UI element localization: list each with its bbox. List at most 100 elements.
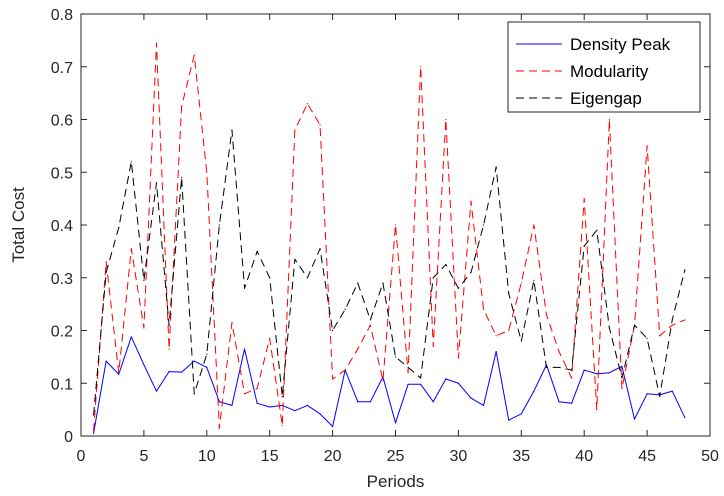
- data-point-modularity: [495, 335, 497, 337]
- data-point-eigengap: [92, 414, 95, 416]
- y-tick-label: 0.1: [51, 376, 73, 393]
- data-point-density-peak: [457, 382, 459, 384]
- data-point-eigengap: [495, 166, 497, 168]
- data-point-density-peak: [482, 404, 485, 407]
- data-point-modularity: [608, 118, 610, 121]
- legend: Density Peak Modularity Eigengap: [507, 21, 701, 113]
- data-point-density-peak: [332, 425, 334, 428]
- data-point-eigengap: [482, 224, 485, 226]
- data-point-density-peak: [646, 393, 648, 395]
- data-point-modularity: [545, 314, 548, 316]
- data-point-eigengap: [533, 279, 535, 281]
- data-point-eigengap: [281, 395, 283, 398]
- data-point-eigengap: [143, 279, 145, 281]
- data-point-modularity: [155, 42, 158, 44]
- data-point-eigengap: [319, 248, 321, 250]
- data-point-density-peak: [508, 419, 510, 421]
- data-point-density-peak: [432, 401, 434, 403]
- data-point-eigengap: [206, 353, 208, 355]
- data-point-density-peak: [155, 390, 158, 392]
- data-point-eigengap: [432, 277, 434, 279]
- series-line-eigengap: [93, 129, 686, 415]
- data-point-modularity: [256, 387, 258, 390]
- data-point-modularity: [571, 377, 573, 379]
- data-point-modularity: [445, 118, 447, 121]
- data-point-modularity: [206, 171, 208, 173]
- data-point-density-peak: [533, 390, 535, 392]
- x-tick-label: 5: [139, 448, 148, 465]
- data-point-eigengap: [470, 271, 472, 274]
- data-point-eigengap: [420, 377, 422, 379]
- x-tick-label: 20: [324, 448, 342, 465]
- data-point-modularity: [357, 348, 359, 350]
- y-tick-label: 0.6: [51, 113, 73, 130]
- x-axis-ticks: 0 5 10 15 20 25 30 35 40 45 50: [77, 14, 719, 465]
- data-point-modularity: [432, 345, 434, 347]
- data-point-modularity: [558, 351, 560, 353]
- data-point-eigengap: [596, 229, 598, 231]
- data-point-modularity: [281, 424, 283, 427]
- data-point-modularity: [596, 409, 598, 411]
- y-tick-label: 0.4: [51, 218, 73, 235]
- y-axis-label: Total Cost: [9, 187, 28, 263]
- data-point-density-peak: [118, 373, 120, 375]
- data-point-eigengap: [671, 319, 673, 321]
- data-point-modularity: [420, 66, 422, 68]
- data-point-density-peak: [130, 336, 132, 338]
- data-point-density-peak: [218, 401, 220, 403]
- data-point-density-peak: [357, 401, 359, 403]
- series-line-modularity: [93, 42, 686, 431]
- x-tick-label: 35: [512, 448, 530, 465]
- x-tick-label: 50: [701, 448, 719, 465]
- data-point-density-peak: [558, 401, 560, 403]
- data-point-density-peak: [407, 383, 409, 385]
- data-point-density-peak: [105, 360, 107, 362]
- data-point-density-peak: [445, 378, 447, 380]
- data-point-eigengap: [168, 324, 170, 326]
- data-point-modularity: [646, 145, 648, 147]
- y-tick-label: 0.2: [51, 324, 73, 341]
- data-point-density-peak: [231, 404, 233, 407]
- data-point-eigengap: [118, 227, 120, 229]
- data-point-eigengap: [193, 393, 195, 395]
- data-point-modularity: [231, 321, 233, 324]
- data-point-density-peak: [193, 360, 195, 362]
- data-point-eigengap: [218, 224, 220, 226]
- data-point-density-peak: [470, 397, 472, 399]
- data-point-eigengap: [508, 292, 510, 295]
- series-modularity: [92, 42, 686, 432]
- data-point-eigengap: [332, 329, 334, 332]
- data-point-density-peak: [168, 371, 170, 373]
- data-point-density-peak: [206, 366, 208, 369]
- data-point-modularity: [382, 380, 384, 382]
- data-point-eigengap: [583, 245, 585, 247]
- data-point-modularity: [243, 393, 246, 395]
- data-point-modularity: [470, 200, 472, 202]
- legend-label-density-peak: Density Peak: [570, 35, 671, 54]
- data-point-modularity: [319, 124, 321, 126]
- data-point-density-peak: [281, 404, 283, 407]
- data-point-modularity: [168, 348, 170, 350]
- data-point-density-peak: [671, 390, 673, 392]
- x-tick-label: 25: [387, 448, 405, 465]
- data-point-eigengap: [181, 176, 183, 179]
- data-point-density-peak: [633, 418, 636, 420]
- y-tick-label: 0.5: [51, 165, 73, 182]
- data-point-eigengap: [394, 356, 397, 358]
- data-point-density-peak: [92, 432, 95, 434]
- data-point-density-peak: [571, 402, 573, 404]
- data-point-modularity: [193, 54, 195, 56]
- x-tick-label: 45: [638, 448, 656, 465]
- legend-box: [507, 21, 701, 113]
- x-tick-label: 15: [261, 448, 279, 465]
- data-point-modularity: [181, 105, 183, 107]
- data-point-density-peak: [294, 410, 296, 412]
- data-point-eigengap: [231, 129, 233, 131]
- data-point-modularity: [583, 198, 585, 200]
- data-point-eigengap: [155, 182, 158, 184]
- series-eigengap: [92, 129, 686, 416]
- data-point-eigengap: [633, 324, 636, 326]
- y-tick-label: 0: [64, 429, 73, 446]
- data-point-modularity: [457, 357, 459, 359]
